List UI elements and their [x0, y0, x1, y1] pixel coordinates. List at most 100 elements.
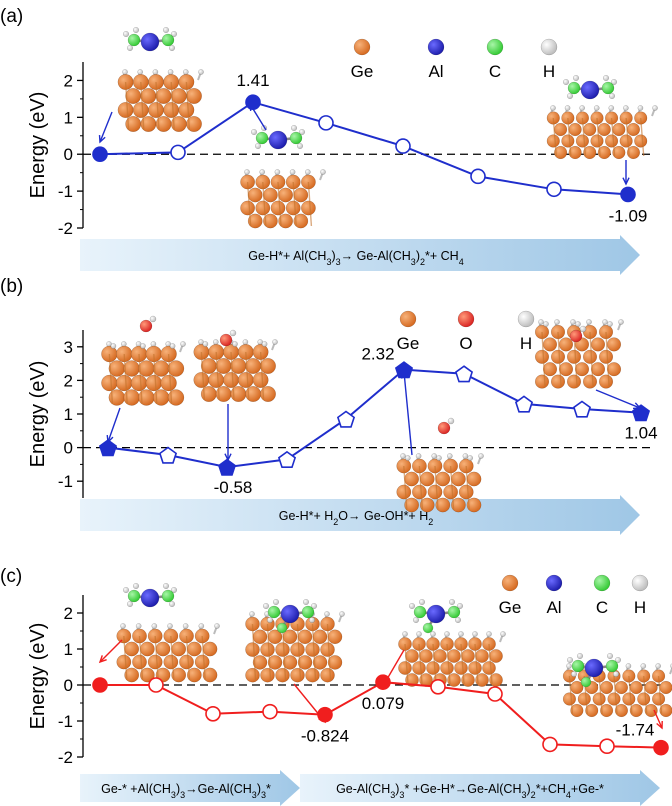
y-tick-label: 1 [64, 405, 73, 424]
ge-slab-thumbnail [116, 623, 220, 683]
legend-marker-al [545, 574, 563, 592]
reaction-equation: Ge-H*+ Al(CH3)3→ Ge-Al(CH3)2*+ CH4 [248, 249, 463, 267]
y-tick-label: 1 [64, 640, 73, 659]
data-point [631, 404, 651, 422]
reaction-banner: Ge-H*+ H2O→ Ge-OH*+ H2 [80, 495, 640, 535]
equation-text: ) [331, 249, 335, 263]
legend-label: Ge [397, 334, 420, 353]
legend-label: Al [546, 598, 561, 617]
data-point [487, 686, 503, 702]
water-fragment-thumbnail [569, 325, 587, 343]
legend-marker-o [457, 310, 475, 328]
legend-label: Ge [351, 62, 374, 81]
data-point [277, 450, 297, 469]
data-point [470, 168, 486, 185]
legend-marker-c [486, 38, 504, 56]
ge-slab-thumbnail [396, 453, 484, 513]
y-axis-label: Energy (eV) [27, 623, 49, 730]
data-label: -1.09 [609, 206, 648, 225]
pointer-arrow-head [656, 720, 663, 730]
legend-label: Al [428, 62, 443, 81]
y-tick-label: -1 [58, 472, 73, 491]
legend-marker-c [593, 574, 611, 592]
pointer-arrow-head [98, 134, 106, 144]
reaction-equation: Ge-Al(CH3)3* +Ge-H*→Ge-Al(CH3)2*+CH4+Ge-… [336, 782, 604, 800]
water-fragment-thumbnail [437, 417, 455, 435]
data-point [245, 94, 261, 111]
y-tick-label: 2 [64, 371, 73, 390]
al-methyl-thumbnail [408, 598, 464, 634]
reaction-equation: Ge-H*+ H2O→ Ge-OH*+ H2 [279, 509, 434, 527]
equation-text: +Ge-* [571, 782, 604, 796]
data-point [262, 703, 278, 720]
banner-arrow [80, 770, 300, 806]
al-methyl-thumbnail [250, 124, 306, 150]
pointer-arrow-line [595, 389, 641, 409]
al-methyl-thumbnail [122, 582, 178, 608]
reaction-banner: Ge-H*+ Al(CH3)3→ Ge-Al(CH3)2*+ CH4 [80, 235, 640, 275]
y-tick-label: 0 [64, 439, 73, 458]
equation-subscript: 4 [566, 790, 571, 800]
equation-text: *+CH [536, 782, 566, 796]
data-point [542, 736, 558, 753]
equation-text: ) [527, 782, 531, 796]
ge-slab-thumbnail [398, 631, 506, 687]
ge-slab-thumbnail [240, 169, 326, 229]
y-axis-label: Energy (eV) [27, 92, 49, 199]
equation-subscript: 3 [411, 257, 416, 267]
data-point [599, 738, 615, 755]
y-axis-label: Energy (eV) [27, 361, 49, 468]
water-fragment-thumbnail [139, 315, 157, 333]
ge-slab-thumbnail [534, 319, 624, 389]
equation-text: * [266, 782, 271, 796]
equation-subscript: 3 [399, 790, 404, 800]
al-methyl-thumbnail [262, 598, 318, 634]
data-label: 1.41 [236, 71, 269, 90]
equation-text: → Ge-Al(CH [341, 249, 411, 263]
ge-slab-thumbnail [101, 341, 186, 406]
legend-marker-ge [353, 38, 371, 56]
pointer-arrow-line [99, 639, 123, 663]
equation-text: Ge-* +Al(CH [101, 782, 171, 796]
ge-slab-thumbnail [193, 339, 278, 402]
legend-marker-ge [399, 310, 417, 328]
equation-text: →Ge-Al(CH [185, 782, 252, 796]
equation-subscript: 2 [531, 790, 536, 800]
data-point [98, 439, 118, 457]
equation-subscript: 2 [428, 517, 433, 527]
pointer-arrow-line [99, 111, 113, 143]
data-point [170, 144, 186, 161]
pointer-arrow-head [98, 655, 107, 664]
reaction-banner: Ge-Al(CH3)3* +Ge-H*→Ge-Al(CH3)2*+CH4+Ge-… [300, 770, 660, 806]
legend-label: Ge [499, 598, 522, 617]
equation-subscript: 3 [521, 790, 526, 800]
legend-marker-al [427, 38, 445, 56]
legend-label: O [459, 334, 472, 353]
data-point [653, 739, 669, 756]
equation-subscript: 3 [261, 790, 266, 800]
data-label: -0.824 [301, 727, 349, 746]
equation-subscript: 3 [171, 790, 176, 800]
data-point [92, 677, 108, 693]
y-tick-label: 2 [64, 604, 73, 623]
data-label: 0.079 [362, 694, 405, 713]
equation-text: ) [395, 782, 399, 796]
water-fragment-thumbnail [219, 329, 237, 347]
panel-label: (a) [0, 6, 23, 27]
data-point [92, 146, 108, 163]
equation-subscript: 3 [326, 257, 331, 267]
legend-marker-h [540, 38, 558, 56]
data-point [620, 186, 636, 203]
panel-label: (c) [0, 566, 22, 587]
data-label: 2.32 [361, 345, 394, 364]
pointer-arrow-head [622, 177, 630, 186]
data-point [205, 705, 221, 722]
equation-subscript: 2 [420, 257, 425, 267]
banner-arrow [80, 235, 640, 275]
series-line [107, 368, 642, 469]
equation-subscript: 3 [336, 257, 341, 267]
equation-subscript: 3 [390, 790, 395, 800]
equation-text: * +Ge-H*→Ge-Al(CH [404, 782, 521, 796]
